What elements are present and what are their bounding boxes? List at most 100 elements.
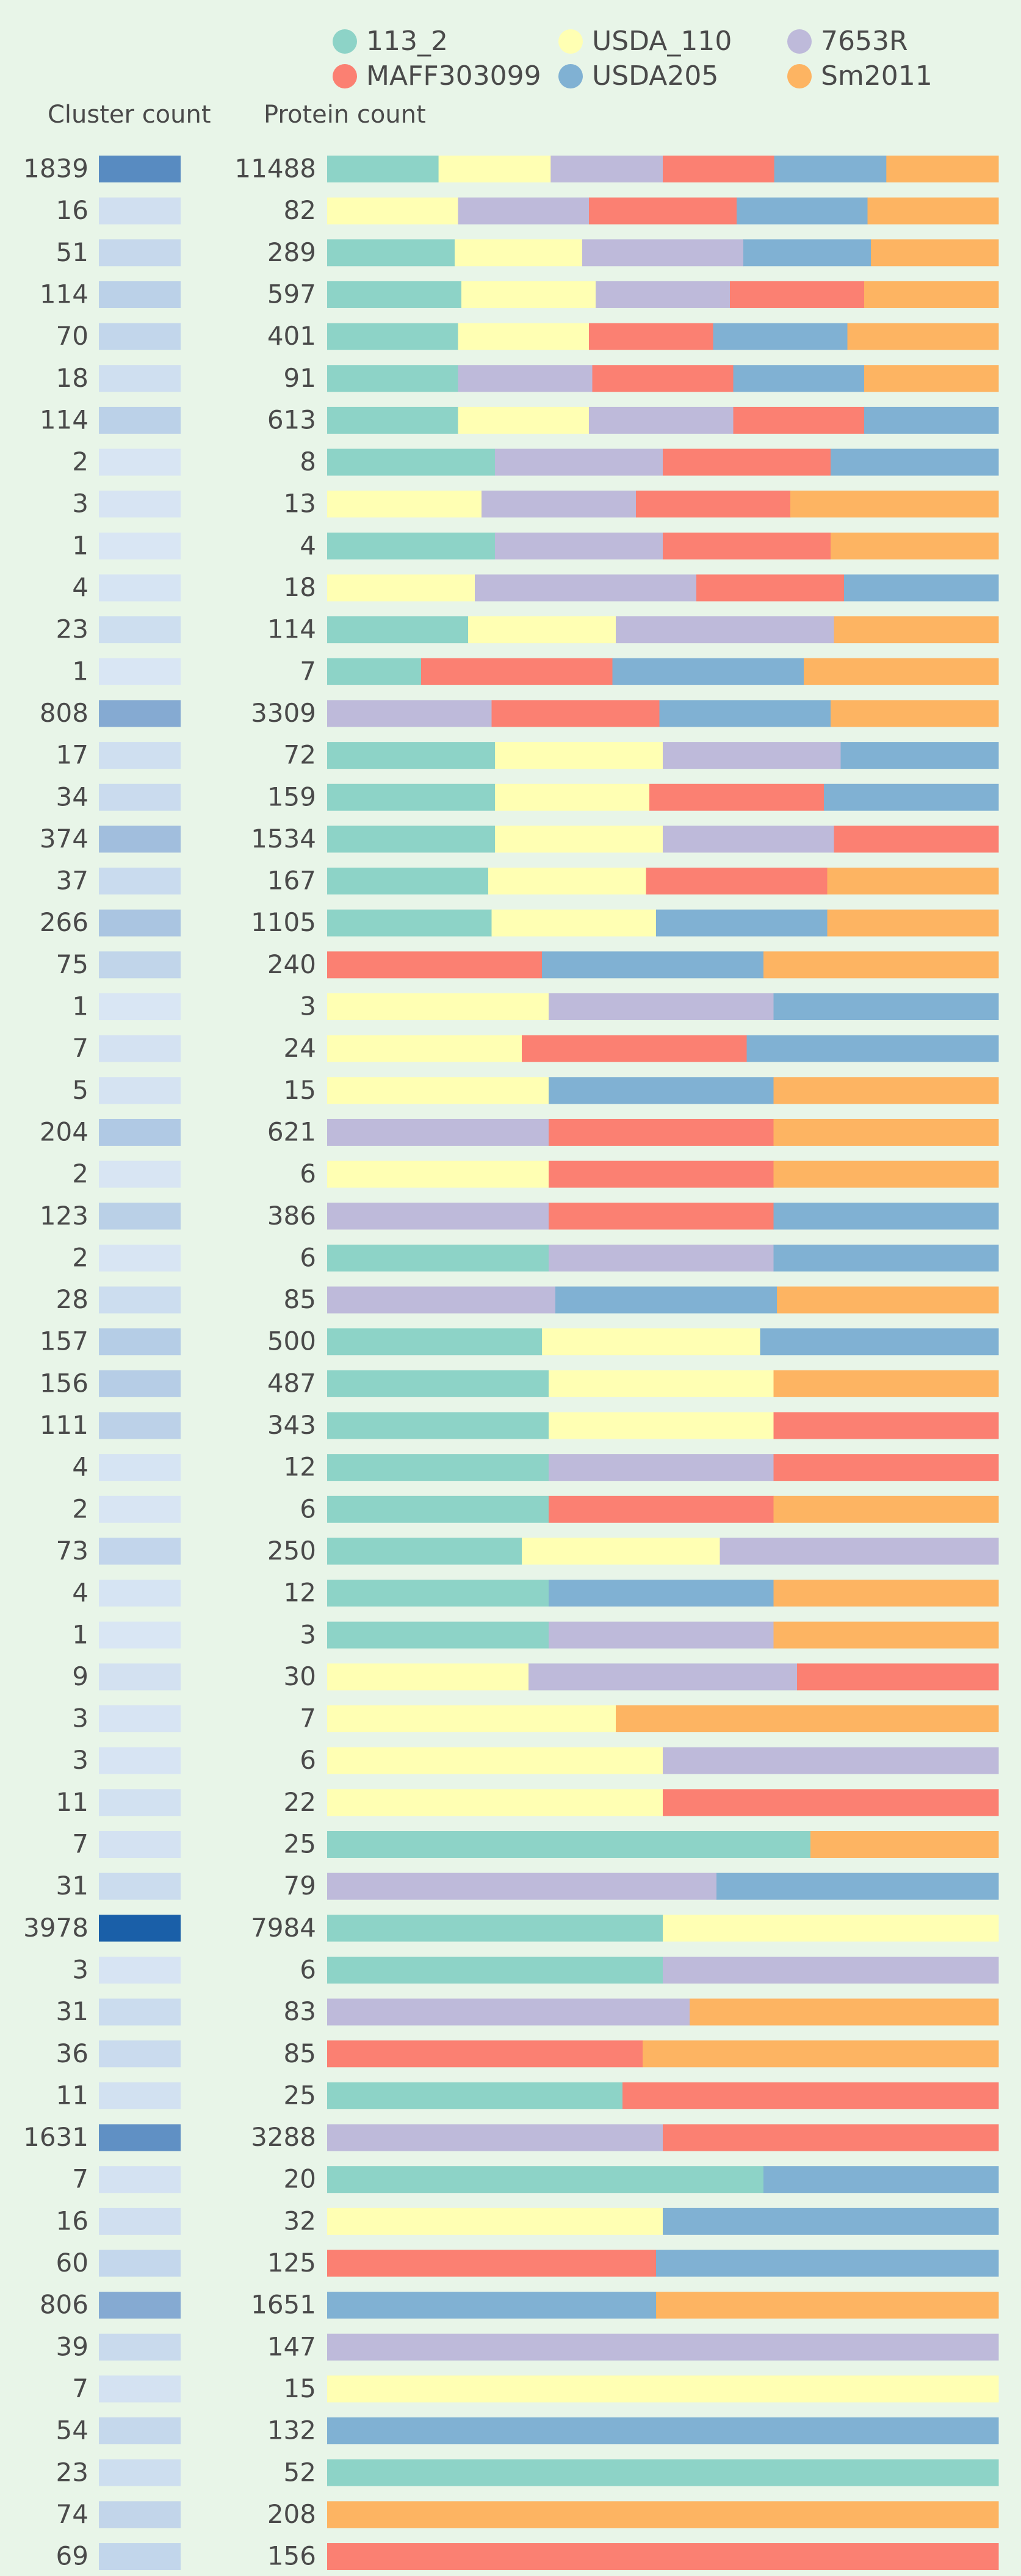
bar-segment [663,1915,999,1942]
protein-count-label: 167 [267,866,316,896]
bar-segment [327,616,469,644]
cluster-heat-cell [99,1454,181,1481]
bar-segment [763,2166,999,2193]
cluster-count-label: 39 [56,2331,88,2361]
protein-count-label: 91 [284,363,316,393]
bar-segment [649,783,824,811]
bar-segment [582,239,744,267]
protein-count-label: 20 [284,2164,316,2194]
cluster-count-label: 16 [56,2206,88,2236]
bar-segment [716,1873,999,1900]
protein-count-label: 18 [284,572,316,602]
protein-count-label: 613 [267,405,316,434]
protein-count-label: 82 [284,195,316,225]
bar-segment [550,156,663,182]
bar-segment [656,909,828,937]
cluster-heat-cell [99,868,181,895]
bar-segment [777,1286,999,1314]
protein-count-label: 289 [267,237,316,267]
bar-segment [827,909,999,937]
cluster-count-label: 114 [40,405,88,434]
bar-segment [327,2543,999,2571]
bar-segment [622,2082,999,2109]
protein-count-label: 114 [267,614,316,644]
cluster-count-label: 73 [56,1536,88,1566]
cluster-count-label: 123 [40,1201,88,1231]
protein-count-label: 3 [300,1619,316,1649]
legend-swatch [787,29,812,54]
bar-segment [636,491,791,518]
bar-segment [421,658,613,685]
protein-count-label: 25 [284,1829,316,1859]
bar-segment [327,448,496,476]
bar-segment [549,1203,774,1230]
bar-segment [663,1956,999,1984]
bar-segment [327,658,422,685]
bar-segment [656,2292,999,2319]
protein-count-label: 72 [284,740,316,770]
protein-count-label: 1105 [251,907,316,937]
bar-segment [616,1705,999,1733]
legend-swatch [558,64,583,88]
bar-segment [327,700,492,727]
cluster-count-label: 74 [56,2499,88,2529]
bar-segment [773,993,999,1020]
bar-segment [663,742,841,769]
cluster-count-label: 3 [72,1704,88,1733]
cluster-count-label: 266 [40,907,88,937]
legend-label: Sm2011 [821,60,933,92]
bar-segment [720,1538,999,1565]
bar-segment [327,1412,549,1439]
bar-segment [458,197,590,225]
cluster-heat-cell [99,2543,181,2571]
bar-segment [549,1412,774,1439]
cluster-count-label: 54 [56,2416,88,2445]
cluster-count-label: 204 [40,1117,88,1146]
protein-count-label: 12 [284,1578,316,1608]
bar-segment [549,1118,774,1146]
protein-count-label: 12 [284,1452,316,1482]
protein-count-label: 7 [300,656,316,686]
protein-count-label: 487 [267,1368,316,1398]
cluster-count-label: 5 [72,1075,88,1105]
cluster-count-label: 157 [40,1326,88,1356]
cluster-count-label: 1 [72,1619,88,1649]
cluster-heat-cell [99,742,181,769]
bar-segment [824,783,999,811]
bar-segment [773,1454,999,1481]
cluster-heat-cell [99,2124,181,2151]
cluster-heat-cell [99,909,181,937]
bar-segment [458,406,590,434]
legend-swatch [333,64,357,88]
bar-segment [864,281,999,308]
cluster-count-label: 9 [72,1661,88,1691]
bar-segment [549,993,774,1020]
bar-segment [555,1286,777,1314]
cluster-count-label: 36 [56,2038,88,2068]
legend-label: USDA_110 [592,26,732,57]
protein-count-label: 156 [267,2541,316,2571]
cluster-count-label: 3 [72,489,88,519]
bar-segment [327,2417,999,2445]
bar-segment [737,197,868,225]
cluster-count-label: 7 [72,1033,88,1063]
bar-segment [468,616,616,644]
bar-segment [773,1621,999,1649]
bar-segment [495,783,650,811]
cluster-heat-cell [99,1538,181,1565]
protein-count-label: 7984 [251,1913,316,1943]
bar-segment [840,742,999,769]
bar-segment [327,1998,690,2026]
bar-segment [549,1160,774,1188]
bar-segment [522,1538,720,1565]
cluster-count-label: 2 [72,1494,88,1524]
bar-segment [327,2250,657,2277]
cluster-heat-cell [99,532,181,559]
bar-segment [327,826,496,853]
cluster-heat-cell [99,1412,181,1439]
cluster-heat-cell [99,2207,181,2235]
bar-segment [773,1580,999,1607]
bar-segment [327,365,458,392]
bar-segment [730,281,865,308]
